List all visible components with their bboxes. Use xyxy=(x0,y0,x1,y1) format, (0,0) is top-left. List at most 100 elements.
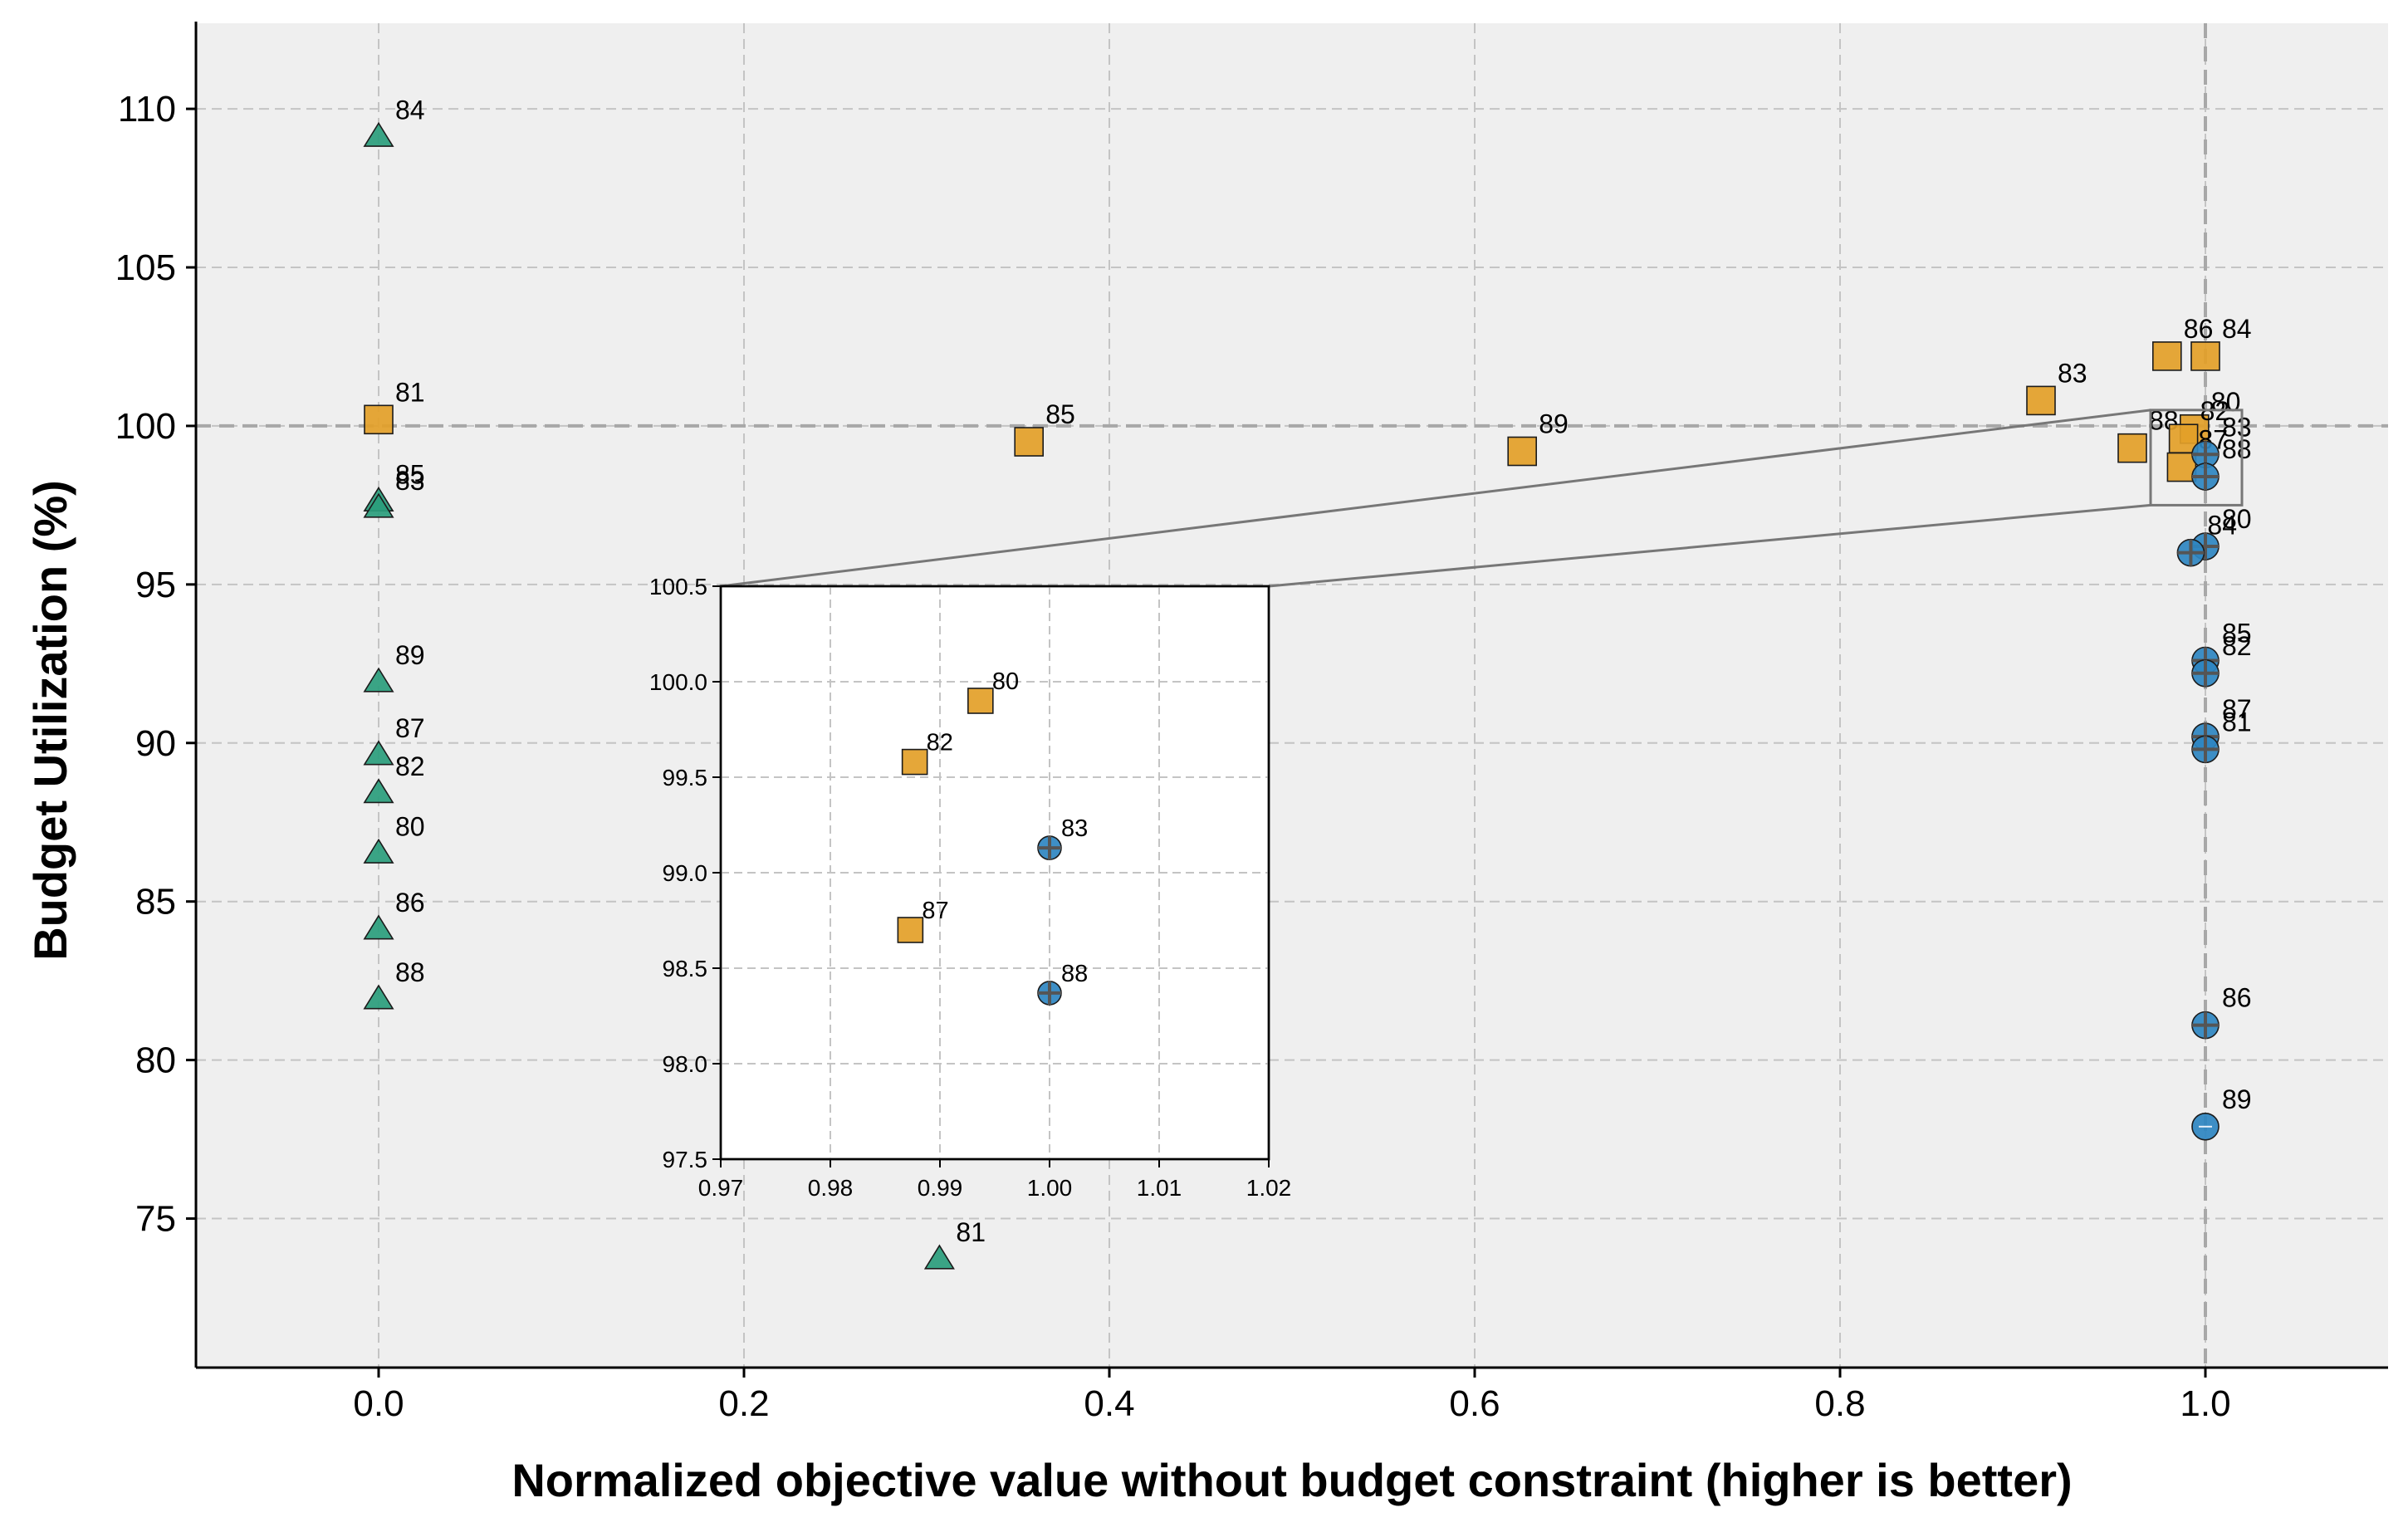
point-label-triangle-83: 83 xyxy=(395,466,425,496)
y-ticks: 75 80 85 90 95 100 105 110 xyxy=(115,89,196,1240)
triangle-marker-84 xyxy=(363,121,394,147)
main-axes xyxy=(194,22,2388,1369)
point-label-circle-plus-83: 83 xyxy=(2222,412,2252,442)
inset-point-label-82: 82 xyxy=(927,730,953,756)
square-marker-83 xyxy=(2026,385,2056,416)
inset-y-tick-label-2: 98.5 xyxy=(663,956,708,981)
zoom-connector-2 xyxy=(1268,503,2151,588)
x-tick-label-4: 0.8 xyxy=(1814,1383,1865,1424)
point-label-triangle-89: 89 xyxy=(395,640,425,670)
square-marker-88 xyxy=(2117,433,2147,463)
inset-x-tick-label-0: 0.97 xyxy=(698,1175,744,1201)
x-tick-label-1: 0.2 xyxy=(718,1383,769,1424)
triangle-marker-80 xyxy=(363,838,394,864)
inset-x-tick-label-4: 1.01 xyxy=(1137,1175,1182,1201)
inset-y-tick-label-4: 99.5 xyxy=(663,765,708,790)
point-label-triangle-82: 82 xyxy=(395,751,425,781)
triangle-marker-81 xyxy=(923,1244,955,1270)
x-tick-label-3: 0.6 xyxy=(1449,1383,1500,1424)
inset-y-tick-label-3: 99.0 xyxy=(663,860,708,886)
plot-area xyxy=(196,23,2388,1368)
plus-marker-82 xyxy=(2192,659,2219,687)
y-tick-label-5: 100 xyxy=(115,406,176,447)
inset-x-tick-label-2: 0.99 xyxy=(918,1175,963,1201)
x-tick-label-5: 1.0 xyxy=(2180,1383,2230,1424)
triangle-marker-83 xyxy=(363,492,394,518)
point-label-circle-plus-88: 88 xyxy=(2222,434,2252,464)
plus-marker-86 xyxy=(2192,1011,2219,1039)
square-marker-inset-87 xyxy=(897,917,924,943)
point-label-circle-plus-89: 89 xyxy=(2222,1084,2252,1114)
y-tick-label-0: 75 xyxy=(135,1199,176,1240)
y-axis-label: Budget Utilization (%) xyxy=(24,480,76,961)
plus-marker-84 xyxy=(2177,539,2205,566)
y-tick-label-1: 80 xyxy=(135,1040,176,1081)
plus-marker-inset-88 xyxy=(1038,981,1061,1005)
inset-x-tick-label-5: 1.02 xyxy=(1246,1175,1292,1201)
point-label-triangle-87: 87 xyxy=(395,713,425,743)
point-label-square-83: 83 xyxy=(2058,358,2087,388)
y-tick-label-6: 105 xyxy=(115,247,176,288)
point-label-square-84: 84 xyxy=(2222,314,2252,344)
inset-x-tick-label-3: 1.00 xyxy=(1027,1175,1073,1201)
inset-y-tick-label-0: 97.5 xyxy=(663,1147,708,1172)
point-label-triangle-84: 84 xyxy=(395,95,425,125)
y-tick-label-2: 85 xyxy=(135,882,176,923)
square-marker-89 xyxy=(1507,436,1537,467)
square-marker-82 xyxy=(2168,423,2199,454)
x-tick-label-2: 0.4 xyxy=(1084,1383,1134,1424)
inset-point-label-80: 80 xyxy=(992,668,1019,695)
point-label-square-80: 80 xyxy=(2211,387,2241,417)
y-tick-label-4: 95 xyxy=(135,565,176,605)
point-label-circle-plus-80: 80 xyxy=(2222,504,2252,534)
point-label-triangle-80: 80 xyxy=(395,811,425,841)
point-label-triangle-88: 88 xyxy=(395,957,425,987)
triangle-marker-87 xyxy=(363,740,394,766)
square-marker-84 xyxy=(2190,341,2220,371)
point-label-square-81: 81 xyxy=(395,377,425,407)
triangle-marker-88 xyxy=(363,984,394,1010)
inset-point-label-83: 83 xyxy=(1061,815,1088,842)
point-label-circle-plus-87: 87 xyxy=(2222,694,2252,724)
x-tick-label-0: 0.0 xyxy=(353,1383,404,1424)
inset-y-tick-label-6: 100.5 xyxy=(649,574,707,600)
point-label-circle-plus-86: 86 xyxy=(2222,983,2252,1013)
point-label-square-89: 89 xyxy=(1539,409,1569,438)
square-marker-85 xyxy=(1014,427,1044,457)
inset-x-tick-label-1: 0.98 xyxy=(808,1175,854,1201)
y-tick-label-7: 110 xyxy=(118,89,176,130)
square-marker-87 xyxy=(2166,452,2197,482)
inset-point-label-88: 88 xyxy=(1061,961,1088,987)
inset-y-tick-label-1: 98.0 xyxy=(663,1051,708,1077)
square-marker-inset-80 xyxy=(967,688,994,714)
square-marker-86 xyxy=(2152,341,2182,371)
point-label-circle-plus-81: 81 xyxy=(2222,707,2252,737)
point-label-square-85: 85 xyxy=(1045,399,1075,429)
plus-marker-88 xyxy=(2192,463,2219,491)
triangle-marker-89 xyxy=(363,667,394,693)
point-label-triangle-86: 86 xyxy=(395,888,425,918)
point-label-circle-plus-85: 85 xyxy=(2222,618,2252,648)
y-tick-label-3: 90 xyxy=(135,723,176,764)
square-marker-inset-82 xyxy=(901,748,928,776)
x-axis-label: Normalized objective value without budge… xyxy=(511,1454,2072,1506)
plus-marker-81 xyxy=(2192,736,2219,763)
inset-y-tick-label-5: 100.0 xyxy=(649,669,707,695)
triangle-marker-82 xyxy=(363,778,394,804)
plus-marker-inset-83 xyxy=(1038,836,1061,860)
point-label-triangle-85: 85 xyxy=(395,460,425,490)
inset-plot: 0.97 0.98 0.99 1.00 1.01 1.02 97.5 98.0 98.5 99.0… xyxy=(649,574,1291,1201)
point-label-triangle-81: 81 xyxy=(956,1217,986,1247)
square-marker-81 xyxy=(364,404,394,435)
zoom-indicator xyxy=(720,409,2244,588)
point-label-square-86: 86 xyxy=(2184,314,2214,344)
point-label-circle-plus-84: 84 xyxy=(2207,511,2237,541)
zoom-box xyxy=(2149,409,2244,507)
zoom-connector-1 xyxy=(720,409,2151,588)
x-ticks: 0.0 0.2 0.4 0.6 0.8 1.0 xyxy=(353,1368,2231,1424)
